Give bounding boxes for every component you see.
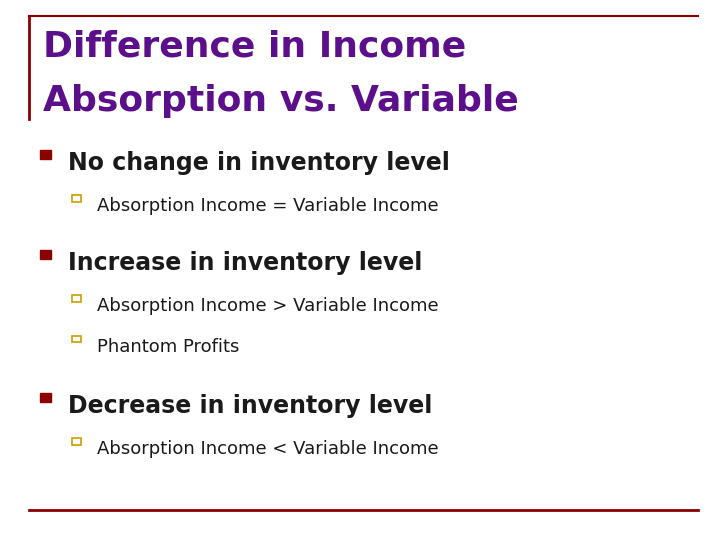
Text: Absorption Income = Variable Income: Absorption Income = Variable Income — [97, 197, 438, 215]
Text: Absorption vs. Variable: Absorption vs. Variable — [43, 84, 519, 118]
Text: Decrease in inventory level: Decrease in inventory level — [68, 394, 433, 418]
Bar — [40, 393, 51, 402]
Bar — [40, 250, 51, 259]
Bar — [72, 438, 81, 445]
Text: Increase in inventory level: Increase in inventory level — [68, 251, 423, 275]
Text: Phantom Profits: Phantom Profits — [97, 338, 240, 355]
Text: Absorption Income > Variable Income: Absorption Income > Variable Income — [97, 297, 438, 315]
Text: No change in inventory level: No change in inventory level — [68, 151, 450, 175]
Bar — [40, 150, 51, 159]
Bar — [72, 195, 81, 202]
Bar — [72, 336, 81, 342]
Text: Difference in Income: Difference in Income — [43, 30, 467, 64]
Bar — [72, 295, 81, 302]
Text: Absorption Income < Variable Income: Absorption Income < Variable Income — [97, 440, 438, 458]
